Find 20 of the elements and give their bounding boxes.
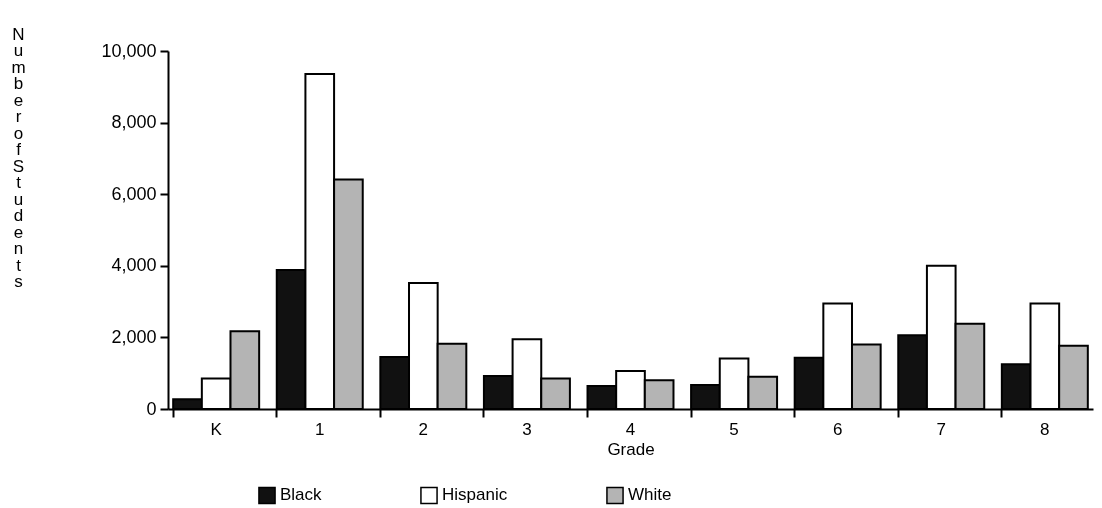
x-tick-label: 6 [832,419,843,439]
x-tick-label: 8 [1040,419,1050,439]
x-tick-label: 3 [522,419,532,439]
x-tick-label: K [210,419,223,439]
y-tick-label: 6,000 [111,183,157,204]
y-tick-label: 0 [146,398,157,419]
x-tick-label: 1 [315,419,325,439]
x-tick-label: 5 [729,419,739,439]
x-tick-label: 2 [418,419,429,439]
legend-label: Hispanic [442,485,508,505]
legend-label: Black [280,485,323,505]
y-tick-label: 10,000 [101,40,157,61]
text: Number of Students [11,24,26,291]
y-tick-label: 8,000 [111,112,157,133]
legend-label: White [628,485,672,505]
x-axis-title: Grade [607,439,655,459]
x-tick-label: 4 [625,419,636,439]
y-tick-label: 4,000 [111,255,157,276]
y-tick-label: 2,000 [111,326,157,347]
x-tick-label: 7 [936,419,946,439]
